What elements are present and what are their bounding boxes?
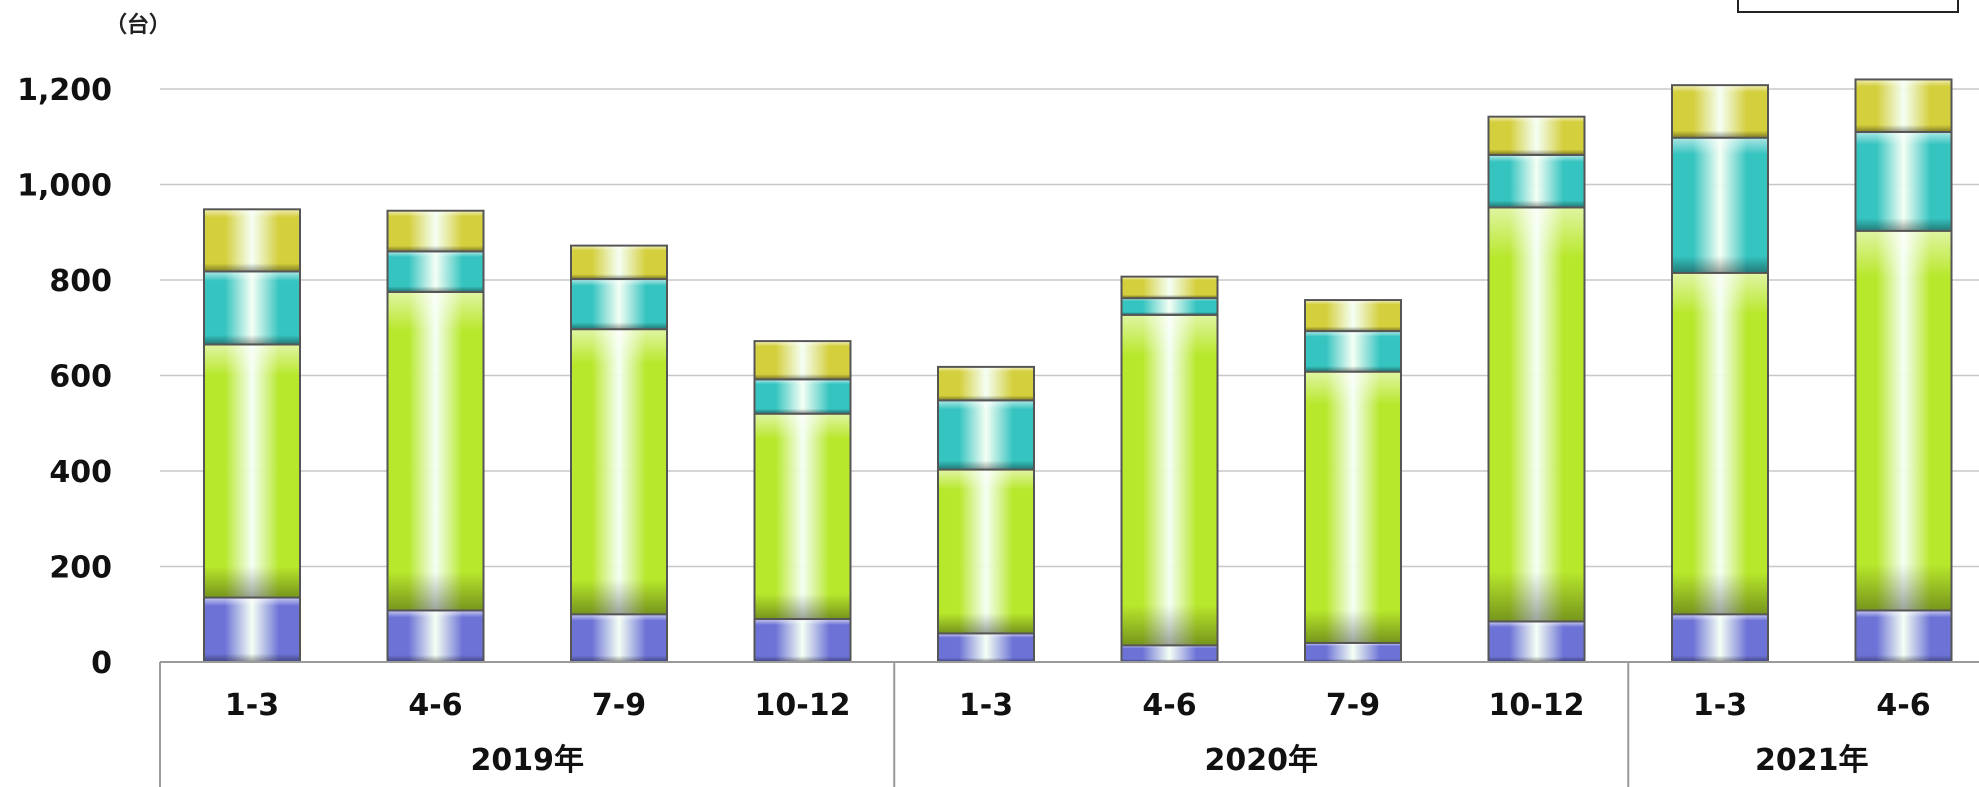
bar-segment — [753, 412, 852, 621]
bar-segment — [203, 343, 301, 599]
category-label: 4-6 — [1876, 688, 1930, 723]
bar-segment — [1120, 313, 1219, 647]
bar-segment — [570, 278, 668, 331]
bar-segment — [1671, 136, 1769, 274]
bar-segment — [753, 340, 852, 381]
category-label: 7-9 — [1326, 688, 1380, 723]
bar-segment — [203, 270, 301, 346]
bar-segment — [1304, 330, 1402, 373]
y-tick-label: 600 — [49, 360, 112, 395]
bar-segment — [570, 244, 668, 281]
y-tick-label: 0 — [91, 646, 112, 681]
bar-segment — [1120, 644, 1219, 663]
y-unit-label: （台） — [105, 12, 171, 38]
bar-segment — [203, 596, 301, 663]
category-label: 4-6 — [408, 688, 462, 723]
bar-segment — [386, 250, 485, 293]
bar-segment — [1120, 297, 1219, 316]
legend — [1737, 0, 1959, 13]
category-label: 4-6 — [1142, 688, 1196, 723]
bar-segment — [1671, 271, 1769, 616]
category-label: 1-3 — [1693, 688, 1747, 723]
year-label: 2019年 — [471, 743, 585, 778]
year-label: 2021年 — [1755, 743, 1869, 778]
bar-segment — [1304, 370, 1402, 644]
bar-segment — [1487, 206, 1586, 623]
bar-segment — [937, 468, 1035, 635]
bar-segment — [1671, 84, 1769, 139]
bar-segment — [1671, 613, 1769, 663]
bar-segment — [203, 208, 301, 273]
bar-segment — [1854, 609, 1953, 663]
bar-segment — [1304, 299, 1402, 333]
y-tick-label: 800 — [49, 264, 112, 299]
bar-segment — [386, 609, 485, 663]
category-label: 10-12 — [755, 688, 851, 723]
bar-segment — [753, 378, 852, 415]
category-label: 1-3 — [225, 688, 279, 723]
bar-segment — [1120, 275, 1219, 300]
category-label: 7-9 — [592, 688, 646, 723]
bar-segment — [1487, 153, 1586, 209]
legend-box — [1737, 0, 1959, 13]
y-tick-label: 1,000 — [17, 169, 112, 204]
bar-segment — [937, 632, 1035, 663]
bar-segment — [1854, 130, 1953, 232]
category-label: 1-3 — [959, 688, 1013, 723]
bar-segment — [1487, 115, 1586, 156]
bar-segment — [753, 618, 852, 664]
bar-segment — [1304, 641, 1402, 664]
bar-segment — [570, 613, 668, 663]
bar-segment — [937, 399, 1035, 471]
y-tick-label: 400 — [49, 455, 112, 490]
bar-segment — [1854, 229, 1953, 612]
y-axis-ticks: 0 200 400 600 800 1,000 1,200 — [17, 73, 112, 681]
y-tick-label: 200 — [49, 551, 112, 586]
bar-segment — [570, 328, 668, 616]
bar-segment — [386, 290, 485, 612]
year-label: 2020年 — [1205, 743, 1319, 778]
bar-segment — [1854, 78, 1953, 133]
bars — [203, 78, 1953, 664]
bar-segment — [937, 365, 1035, 402]
bar-segment — [386, 209, 485, 253]
category-label: 10-12 — [1489, 688, 1585, 723]
bar-segment — [1487, 620, 1586, 663]
y-tick-label: 1,200 — [17, 73, 112, 108]
